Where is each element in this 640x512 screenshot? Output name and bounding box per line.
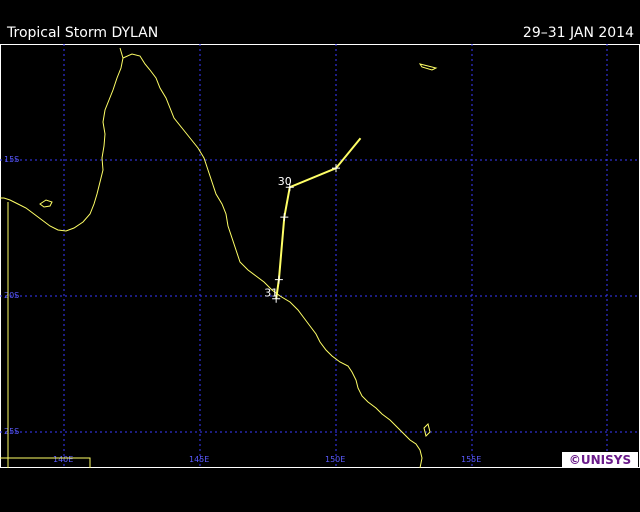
map-border bbox=[0, 44, 640, 468]
east-coast bbox=[122, 53, 423, 468]
map-svg: 15S 20S 25S 140E 145E 150E 155E 30 31 bbox=[0, 44, 640, 468]
island-coral-sea bbox=[418, 63, 438, 71]
lat-label-15s: 15S bbox=[4, 155, 19, 164]
unisys-logo: ©UNISYS bbox=[562, 452, 638, 468]
lon-label-145e: 145E bbox=[189, 455, 209, 464]
track-point-marker bbox=[272, 294, 281, 303]
map-area: 15S 20S 25S 140E 145E 150E 155E 30 31 bbox=[0, 44, 640, 468]
graticule bbox=[0, 44, 640, 468]
track-point-marker bbox=[285, 183, 294, 192]
track-date-label: 31 bbox=[264, 287, 278, 300]
track-point-marker bbox=[274, 275, 283, 284]
storm-track-line bbox=[275, 137, 362, 299]
cape-york-peninsula-coast bbox=[0, 47, 124, 232]
track-date-label: 30 bbox=[278, 175, 292, 188]
island-gulf bbox=[39, 199, 53, 208]
coastline bbox=[0, 47, 438, 468]
track-point-marker bbox=[332, 164, 340, 173]
lat-label-20s: 20S bbox=[4, 291, 19, 300]
lon-label-140e: 140E bbox=[53, 455, 73, 464]
storm-track: 30 31 bbox=[264, 137, 362, 303]
lon-label-150e: 150E bbox=[325, 455, 345, 464]
map-title: Tropical Storm DYLAN bbox=[7, 25, 159, 41]
track-point-marker bbox=[280, 213, 289, 222]
lat-label-25s: 25S bbox=[4, 427, 19, 436]
lon-label-155e: 155E bbox=[461, 455, 481, 464]
inset-box bbox=[0, 457, 91, 468]
island-coast bbox=[423, 423, 431, 437]
header: Tropical Storm DYLAN 29–31 JAN 2014 bbox=[0, 0, 640, 44]
date-range: 29–31 JAN 2014 bbox=[522, 25, 634, 41]
